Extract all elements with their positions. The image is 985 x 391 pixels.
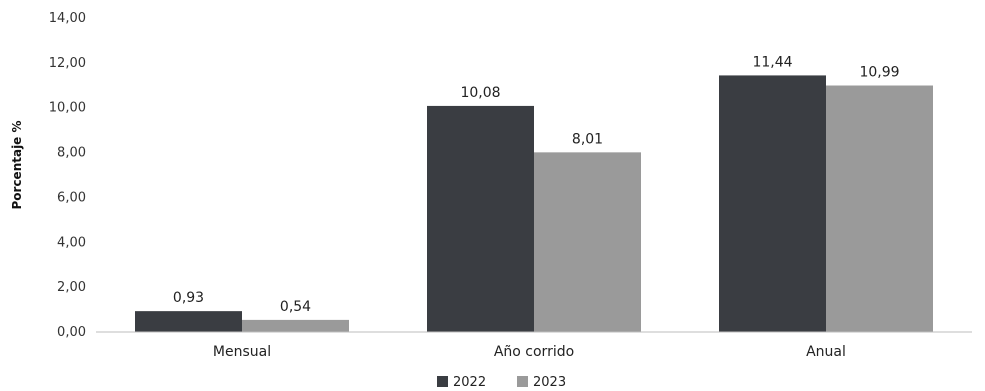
y-tick-label: 10,00 [49, 101, 86, 116]
y-axis-label: Porcentaje % [10, 120, 24, 209]
value-label: 10,08 [460, 85, 500, 101]
y-tick-label: 4,00 [57, 235, 86, 250]
category-label: Mensual [213, 344, 271, 360]
bar-2023 [534, 152, 641, 332]
category-label: Año corrido [494, 344, 574, 360]
legend-label: 2022 [453, 375, 486, 390]
legend-label: 2023 [533, 375, 566, 390]
y-tick-label: 14,00 [49, 11, 86, 26]
legend-swatch-2023 [517, 376, 528, 387]
bar-2022 [135, 311, 242, 332]
legend: 2022 2023 [437, 375, 566, 390]
y-tick-label: 2,00 [57, 280, 86, 295]
value-label: 0,54 [280, 299, 311, 315]
value-label: 8,01 [572, 131, 603, 147]
legend-swatch-2022 [437, 376, 448, 387]
category-labels: Mensual Año corrido Anual [213, 344, 846, 360]
value-labels: 0,93 0,54 10,08 8,01 11,44 10,99 [173, 54, 900, 314]
bar-2022 [427, 105, 534, 332]
y-tick-label: 12,00 [49, 56, 86, 71]
value-label: 10,99 [859, 65, 899, 81]
y-tick-label: 8,00 [57, 146, 86, 161]
y-tick-label: 0,00 [57, 325, 86, 340]
value-label: 0,93 [173, 290, 204, 306]
bar-2023 [826, 85, 933, 332]
bars [135, 75, 933, 332]
y-axis-ticks: 0,00 2,00 4,00 6,00 8,00 10,00 12,00 14,00 [49, 11, 86, 340]
bar-2023 [242, 319, 349, 332]
value-label: 11,44 [752, 54, 792, 70]
bar-2022 [719, 75, 826, 332]
y-tick-label: 6,00 [57, 190, 86, 205]
category-label: Anual [806, 344, 846, 360]
